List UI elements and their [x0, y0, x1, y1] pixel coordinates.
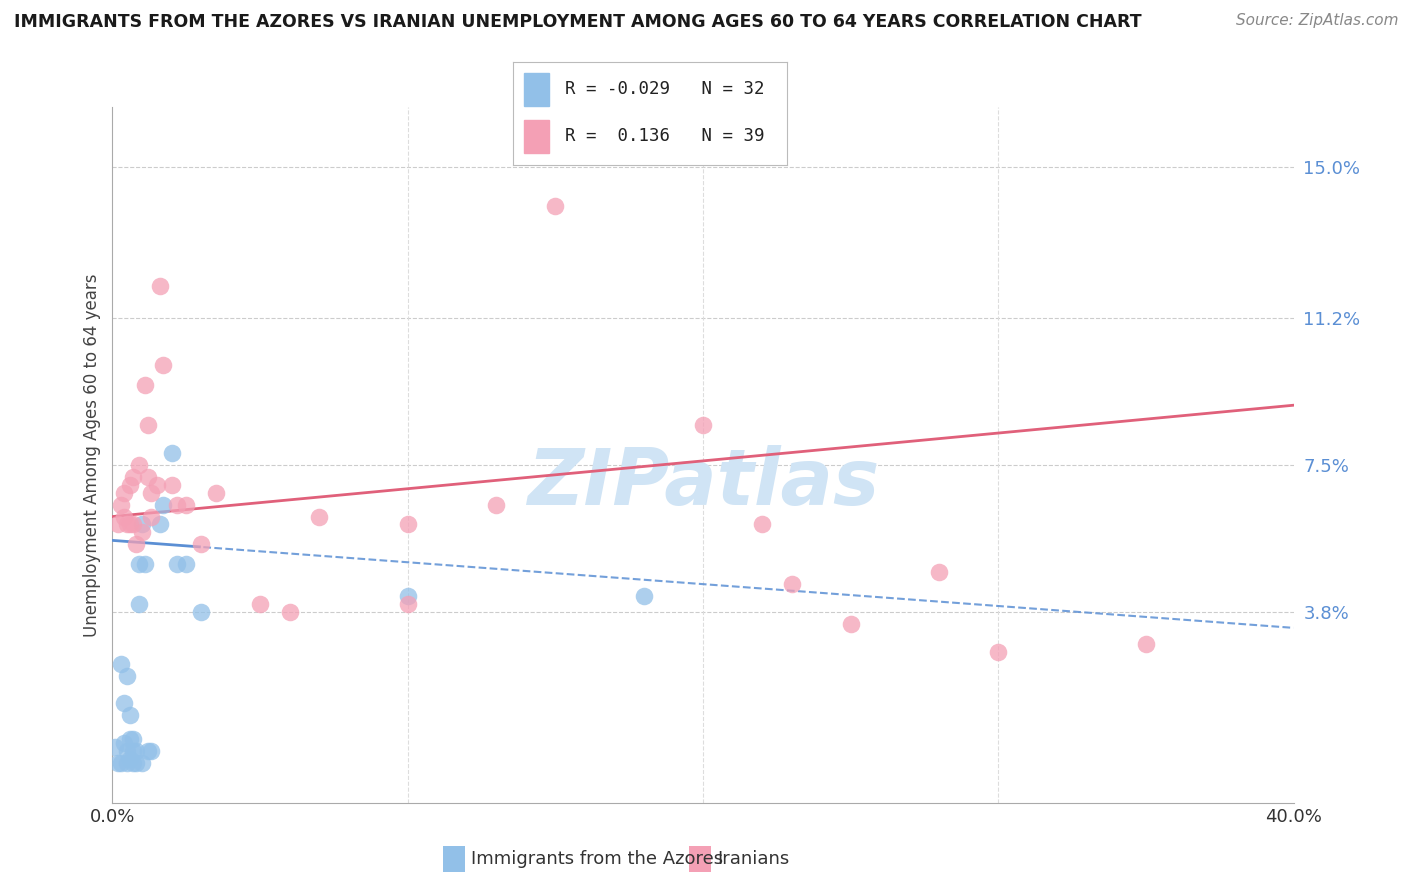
Point: [128, 597, 150, 611]
Point: [152, 359, 174, 373]
Point: [166, 498, 188, 512]
Point: [112, 509, 135, 524]
Text: IMMIGRANTS FROM THE AZORES VS IRANIAN UNEMPLOYMENT AMONG AGES 60 TO 64 YEARS COR: IMMIGRANTS FROM THE AZORES VS IRANIAN UN…: [14, 13, 1142, 31]
Point: [751, 517, 773, 532]
Point: [122, 732, 145, 747]
Bar: [524, 120, 548, 153]
Point: [125, 537, 148, 551]
Point: [136, 744, 159, 758]
Point: [122, 470, 145, 484]
Point: [125, 756, 148, 770]
Point: [160, 446, 183, 460]
Point: [131, 756, 153, 770]
Point: [117, 744, 138, 758]
Point: [166, 558, 188, 572]
Point: [107, 756, 129, 770]
Point: [131, 525, 153, 540]
Point: [110, 498, 132, 512]
Point: [308, 509, 330, 524]
Point: [112, 736, 135, 750]
Point: [136, 418, 159, 433]
Point: [120, 708, 142, 723]
Point: [190, 605, 212, 619]
Point: [1135, 637, 1157, 651]
Point: [131, 517, 153, 532]
Point: [544, 199, 567, 213]
Point: [149, 279, 172, 293]
Point: [278, 605, 301, 619]
Text: Immigrants from the Azores: Immigrants from the Azores: [471, 850, 723, 868]
Point: [692, 418, 714, 433]
Text: Source: ZipAtlas.com: Source: ZipAtlas.com: [1236, 13, 1399, 29]
Point: [160, 477, 183, 491]
Point: [146, 477, 169, 491]
Point: [485, 498, 508, 512]
Point: [139, 509, 162, 524]
Point: [122, 756, 145, 770]
Point: [149, 517, 172, 532]
Point: [110, 657, 132, 671]
Point: [987, 645, 1010, 659]
Point: [104, 740, 127, 755]
Point: [190, 537, 212, 551]
Text: R = -0.029   N = 32: R = -0.029 N = 32: [565, 80, 765, 98]
Point: [396, 589, 419, 603]
Point: [139, 485, 162, 500]
Point: [134, 378, 156, 392]
Point: [128, 558, 150, 572]
Point: [120, 477, 142, 491]
Point: [117, 756, 138, 770]
Point: [839, 616, 862, 631]
Point: [122, 744, 145, 758]
Bar: [524, 73, 548, 105]
Point: [136, 470, 159, 484]
Point: [780, 577, 803, 591]
Point: [174, 558, 197, 572]
Point: [112, 697, 135, 711]
Point: [249, 597, 271, 611]
Point: [117, 517, 138, 532]
Point: [152, 498, 174, 512]
Text: Iranians: Iranians: [717, 850, 789, 868]
Point: [396, 597, 419, 611]
Point: [117, 668, 138, 682]
Point: [134, 558, 156, 572]
Point: [139, 744, 162, 758]
Point: [128, 458, 150, 472]
Point: [633, 589, 655, 603]
Point: [120, 752, 142, 766]
Point: [125, 744, 148, 758]
Text: R =  0.136   N = 39: R = 0.136 N = 39: [565, 128, 765, 145]
Point: [205, 485, 228, 500]
Point: [174, 498, 197, 512]
Point: [396, 517, 419, 532]
Point: [107, 517, 129, 532]
Point: [120, 732, 142, 747]
Point: [112, 485, 135, 500]
Point: [110, 756, 132, 770]
Text: ZIPatlas: ZIPatlas: [527, 445, 879, 521]
Point: [122, 517, 145, 532]
Y-axis label: Unemployment Among Ages 60 to 64 years: Unemployment Among Ages 60 to 64 years: [83, 273, 101, 637]
Point: [120, 517, 142, 532]
Point: [928, 565, 950, 579]
